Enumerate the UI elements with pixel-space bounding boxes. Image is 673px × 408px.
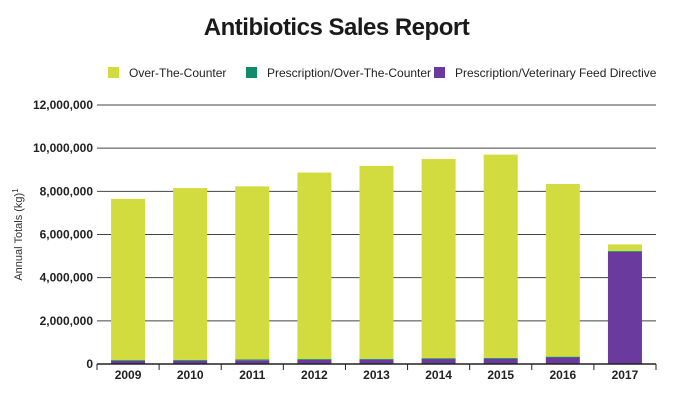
x-tick-label: 2013	[363, 368, 390, 382]
legend-swatch-rx-otc	[246, 67, 257, 78]
legend-swatch-vfd	[434, 67, 445, 78]
x-tick-label: 2010	[177, 368, 204, 382]
bar-2011-prescription-veterinary-feed-directive	[235, 360, 270, 364]
bar-2012-over-the-counter	[297, 172, 332, 360]
bar-2012-prescription-over-the-counter	[297, 359, 332, 360]
chart-title: Antibiotics Sales Report	[203, 14, 470, 41]
bar-2009-over-the-counter	[111, 198, 146, 361]
bar-2009-prescription-veterinary-feed-directive	[111, 360, 146, 364]
bar-2016-prescription-over-the-counter	[545, 356, 580, 358]
y-tick-label: 8,000,000	[40, 184, 94, 198]
bar-2009-prescription-over-the-counter	[111, 360, 146, 361]
bar-2010-prescription-over-the-counter	[173, 359, 208, 361]
bar-2012-prescription-veterinary-feed-directive	[297, 359, 332, 364]
y-tick-label: 10,000,000	[33, 141, 93, 155]
x-tick-label: 2012	[301, 368, 328, 382]
y-tick-label: 0	[86, 357, 93, 371]
x-tick-label: 2011	[239, 368, 265, 382]
bar-2017-over-the-counter	[607, 244, 642, 251]
bar-2017-prescription-over-the-counter	[607, 250, 642, 252]
y-tick-label: 4,000,000	[40, 271, 94, 285]
x-tick-label: 2017	[612, 368, 639, 382]
x-tick-label: 2016	[549, 368, 576, 382]
legend-swatch-otc	[108, 67, 119, 78]
bar-2011-prescription-over-the-counter	[235, 359, 270, 361]
legend-label-otc: Over-The-Counter	[129, 66, 227, 80]
y-axis-label: Annual Totals (kg)1	[11, 188, 25, 281]
x-tick-label: 2015	[487, 368, 514, 382]
bar-2015-prescription-veterinary-feed-directive	[483, 358, 518, 364]
y-tick-label: 6,000,000	[40, 228, 94, 242]
legend-item-vfd: Prescription/Veterinary Feed Directive	[434, 66, 656, 80]
bar-2015-prescription-over-the-counter	[483, 357, 518, 359]
bar-2010-prescription-veterinary-feed-directive	[173, 360, 208, 364]
legend-label-rx-otc: Prescription/Over-The-Counter	[267, 66, 432, 80]
bar-2013-prescription-over-the-counter	[359, 358, 394, 360]
legend-label-vfd: Prescription/Veterinary Feed Directive	[455, 66, 657, 80]
x-tick-label: 2014	[425, 368, 452, 382]
legend-item-rx-otc: Prescription/Over-The-Counter	[246, 66, 431, 80]
bar-2014-prescription-veterinary-feed-directive	[421, 359, 456, 364]
y-tick-label: 2,000,000	[40, 314, 94, 328]
bar-2015-over-the-counter	[483, 154, 518, 358]
bar-2014-prescription-over-the-counter	[421, 358, 456, 360]
bar-2011-over-the-counter	[235, 186, 270, 360]
y-tick-label: 12,000,000	[33, 98, 93, 112]
legend-item-otc: Over-The-Counter	[108, 66, 226, 80]
bar-2017-prescription-veterinary-feed-directive	[607, 251, 642, 364]
bar-2010-over-the-counter	[173, 188, 208, 360]
bar-2016-over-the-counter	[545, 183, 580, 357]
bar-2013-over-the-counter	[359, 165, 394, 359]
bar-2016-prescription-veterinary-feed-directive	[545, 357, 580, 364]
bar-2014-over-the-counter	[421, 158, 456, 359]
bar-2013-prescription-veterinary-feed-directive	[359, 359, 394, 364]
x-tick-label: 2009	[115, 368, 142, 382]
